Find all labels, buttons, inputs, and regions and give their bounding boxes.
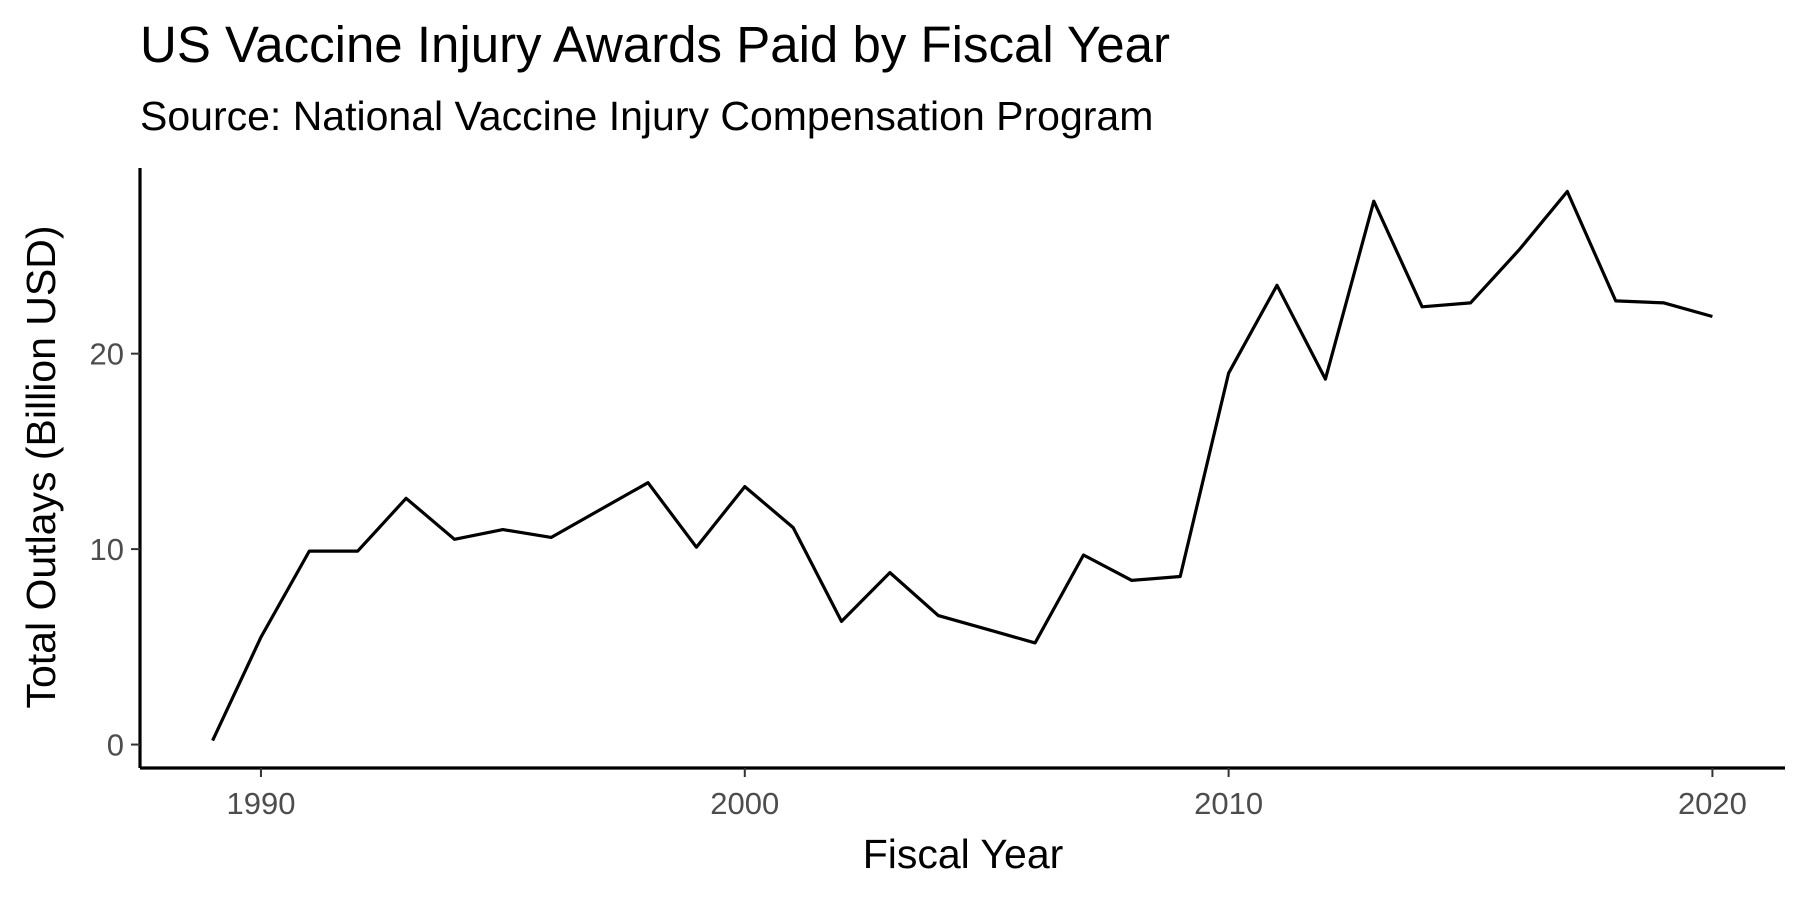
x-tick-label: 2020 (1678, 786, 1747, 821)
chart-title: US Vaccine Injury Awards Paid by Fiscal … (140, 16, 1170, 73)
y-axis-title: Total Outlays (Billion USD) (18, 225, 64, 708)
series-line (211, 189, 1713, 742)
plot-area: 0 10 20 1990 2000 2010 2020 (90, 168, 1785, 821)
x-axis-title: Fiscal Year (863, 831, 1064, 877)
chart-subtitle: Source: National Vaccine Injury Compensa… (140, 93, 1153, 139)
x-tick-label: 2010 (1194, 786, 1263, 821)
y-tick-label: 10 (90, 532, 124, 567)
y-tick-label: 0 (107, 728, 124, 763)
x-tick-label: 1990 (226, 786, 295, 821)
x-tick-label: 2000 (710, 786, 779, 821)
y-tick-label: 20 (90, 337, 124, 372)
